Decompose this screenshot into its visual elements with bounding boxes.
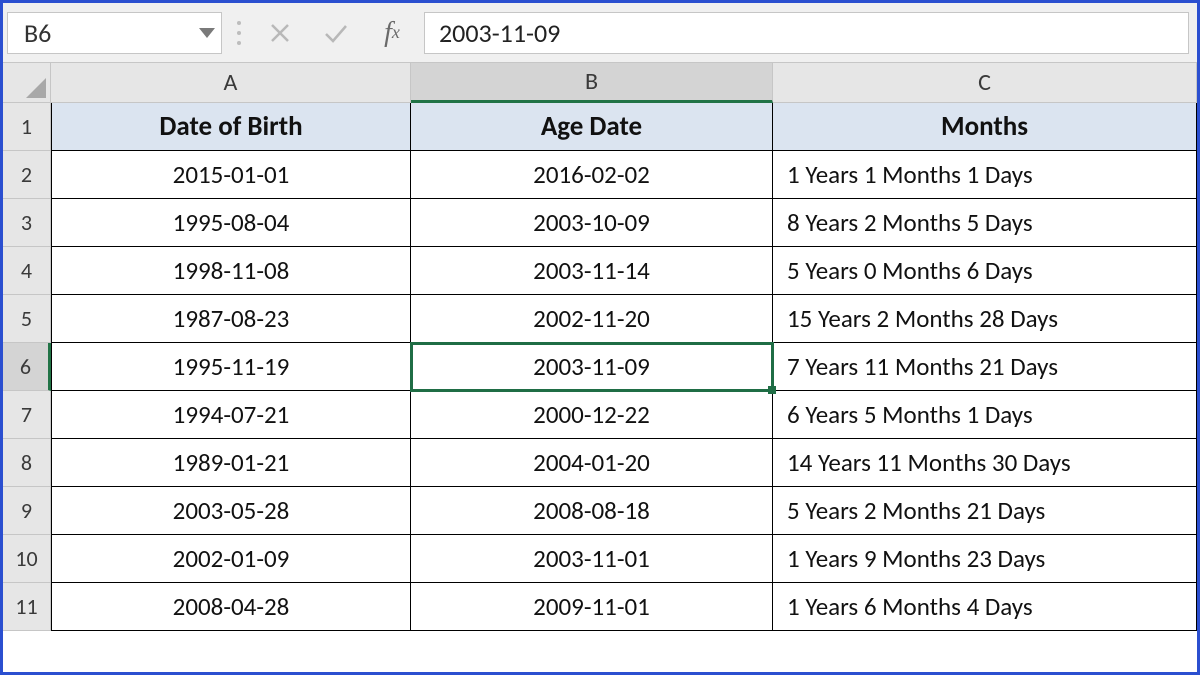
cell-A11[interactable]: 2008-04-28: [51, 583, 411, 631]
cell-C11[interactable]: 1 Years 6 Months 4 Days: [773, 583, 1197, 631]
cell-C10[interactable]: 1 Years 9 Months 23 Days: [773, 535, 1197, 583]
cell-C3[interactable]: 8 Years 2 Months 5 Days: [773, 199, 1197, 247]
cell-C6[interactable]: 7 Years 11 Months 21 Days: [773, 343, 1197, 391]
cell-A5[interactable]: 1987-08-23: [51, 295, 411, 343]
name-box[interactable]: B6: [7, 12, 222, 54]
cell-C2[interactable]: 1 Years 1 Months 1 Days: [773, 151, 1197, 199]
cancel-icon[interactable]: [256, 12, 304, 54]
enter-icon[interactable]: [312, 12, 360, 54]
cell-C9[interactable]: 5 Years 2 Months 21 Days: [773, 487, 1197, 535]
cell-B3[interactable]: 2003-10-09: [411, 199, 773, 247]
row-header-11[interactable]: 11: [3, 583, 51, 631]
cell-C8[interactable]: 14 Years 11 Months 30 Days: [773, 439, 1197, 487]
cell-B5[interactable]: 2002-11-20: [411, 295, 773, 343]
select-all-corner[interactable]: [3, 63, 51, 103]
cell-B2[interactable]: 2016-02-02: [411, 151, 773, 199]
fx-icon[interactable]: fx: [368, 12, 416, 54]
cell-A7[interactable]: 1994-07-21: [51, 391, 411, 439]
cell-C7[interactable]: 6 Years 5 Months 1 Days: [773, 391, 1197, 439]
cell-B10[interactable]: 2003-11-01: [411, 535, 773, 583]
row-header-10[interactable]: 10: [3, 535, 51, 583]
cell-C1[interactable]: Months: [773, 103, 1197, 151]
cell-B11[interactable]: 2009-11-01: [411, 583, 773, 631]
row-header-5[interactable]: 5: [3, 295, 51, 343]
cell-A6[interactable]: 1995-11-19: [51, 343, 411, 391]
cell-C4[interactable]: 5 Years 0 Months 6 Days: [773, 247, 1197, 295]
divider-icon: [230, 12, 248, 54]
row-header-7[interactable]: 7: [3, 391, 51, 439]
column-header-A[interactable]: A: [51, 63, 411, 103]
cell-A10[interactable]: 2002-01-09: [51, 535, 411, 583]
name-box-value: B6: [24, 17, 51, 49]
cell-C5[interactable]: 15 Years 2 Months 28 Days: [773, 295, 1197, 343]
cell-B7[interactable]: 2000-12-22: [411, 391, 773, 439]
row-header-4[interactable]: 4: [3, 247, 51, 295]
row-header-6[interactable]: 6: [3, 343, 51, 391]
cell-B4[interactable]: 2003-11-14: [411, 247, 773, 295]
cell-B9[interactable]: 2008-08-18: [411, 487, 773, 535]
formula-bar: B6 fx 2003-11-09: [3, 3, 1197, 63]
spreadsheet-grid[interactable]: ABC 1Date of BirthAge DateMonths 22015-01-…: [3, 63, 1197, 672]
cell-A1[interactable]: Date of Birth: [51, 103, 411, 151]
cell-A2[interactable]: 2015-01-01: [51, 151, 411, 199]
cell-B1[interactable]: Age Date: [411, 103, 773, 151]
row-header-2[interactable]: 2: [3, 151, 51, 199]
chevron-down-icon[interactable]: [199, 28, 215, 38]
cell-A3[interactable]: 1995-08-04: [51, 199, 411, 247]
cell-A9[interactable]: 2003-05-28: [51, 487, 411, 535]
cell-A8[interactable]: 1989-01-21: [51, 439, 411, 487]
column-header-B[interactable]: B: [411, 63, 773, 103]
cell-A4[interactable]: 1998-11-08: [51, 247, 411, 295]
formula-input[interactable]: 2003-11-09: [424, 12, 1189, 54]
cell-B8[interactable]: 2004-01-20: [411, 439, 773, 487]
cell-B6[interactable]: 2003-11-09: [411, 343, 773, 391]
row-header-1[interactable]: 1: [3, 103, 51, 151]
row-header-3[interactable]: 3: [3, 199, 51, 247]
column-header-C[interactable]: C: [773, 63, 1197, 103]
formula-input-value: 2003-11-09: [439, 17, 560, 49]
row-header-8[interactable]: 8: [3, 439, 51, 487]
row-header-9[interactable]: 9: [3, 487, 51, 535]
